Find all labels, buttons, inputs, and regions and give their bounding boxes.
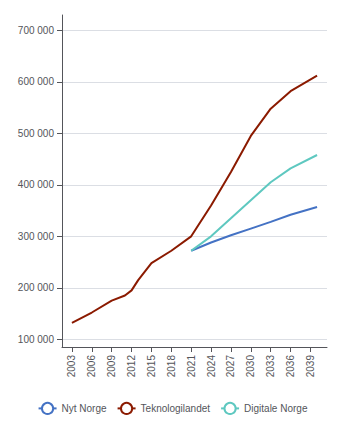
svg-text:400 000: 400 000 — [18, 179, 55, 190]
svg-text:2033: 2033 — [265, 355, 276, 378]
svg-text:2027: 2027 — [225, 355, 236, 378]
svg-text:2018: 2018 — [166, 355, 177, 378]
svg-text:2024: 2024 — [206, 355, 217, 378]
svg-text:500 000: 500 000 — [18, 128, 55, 139]
svg-text:300 000: 300 000 — [18, 231, 55, 242]
svg-text:Digitale Norge: Digitale Norge — [244, 403, 308, 414]
svg-text:Teknologilandet: Teknologilandet — [141, 403, 211, 414]
svg-text:100 000: 100 000 — [18, 334, 55, 345]
svg-text:2036: 2036 — [285, 355, 296, 378]
svg-text:2015: 2015 — [146, 355, 157, 378]
svg-text:2021: 2021 — [186, 355, 197, 378]
svg-text:700 000: 700 000 — [18, 25, 55, 36]
svg-text:Nyt Norge: Nyt Norge — [62, 403, 107, 414]
svg-text:600 000: 600 000 — [18, 76, 55, 87]
svg-text:2009: 2009 — [106, 355, 117, 378]
svg-text:2003: 2003 — [66, 355, 77, 378]
svg-text:2030: 2030 — [245, 355, 256, 378]
svg-text:2039: 2039 — [305, 355, 316, 378]
svg-text:2006: 2006 — [86, 355, 97, 378]
svg-text:200 000: 200 000 — [18, 282, 55, 293]
svg-text:2012: 2012 — [126, 355, 137, 378]
